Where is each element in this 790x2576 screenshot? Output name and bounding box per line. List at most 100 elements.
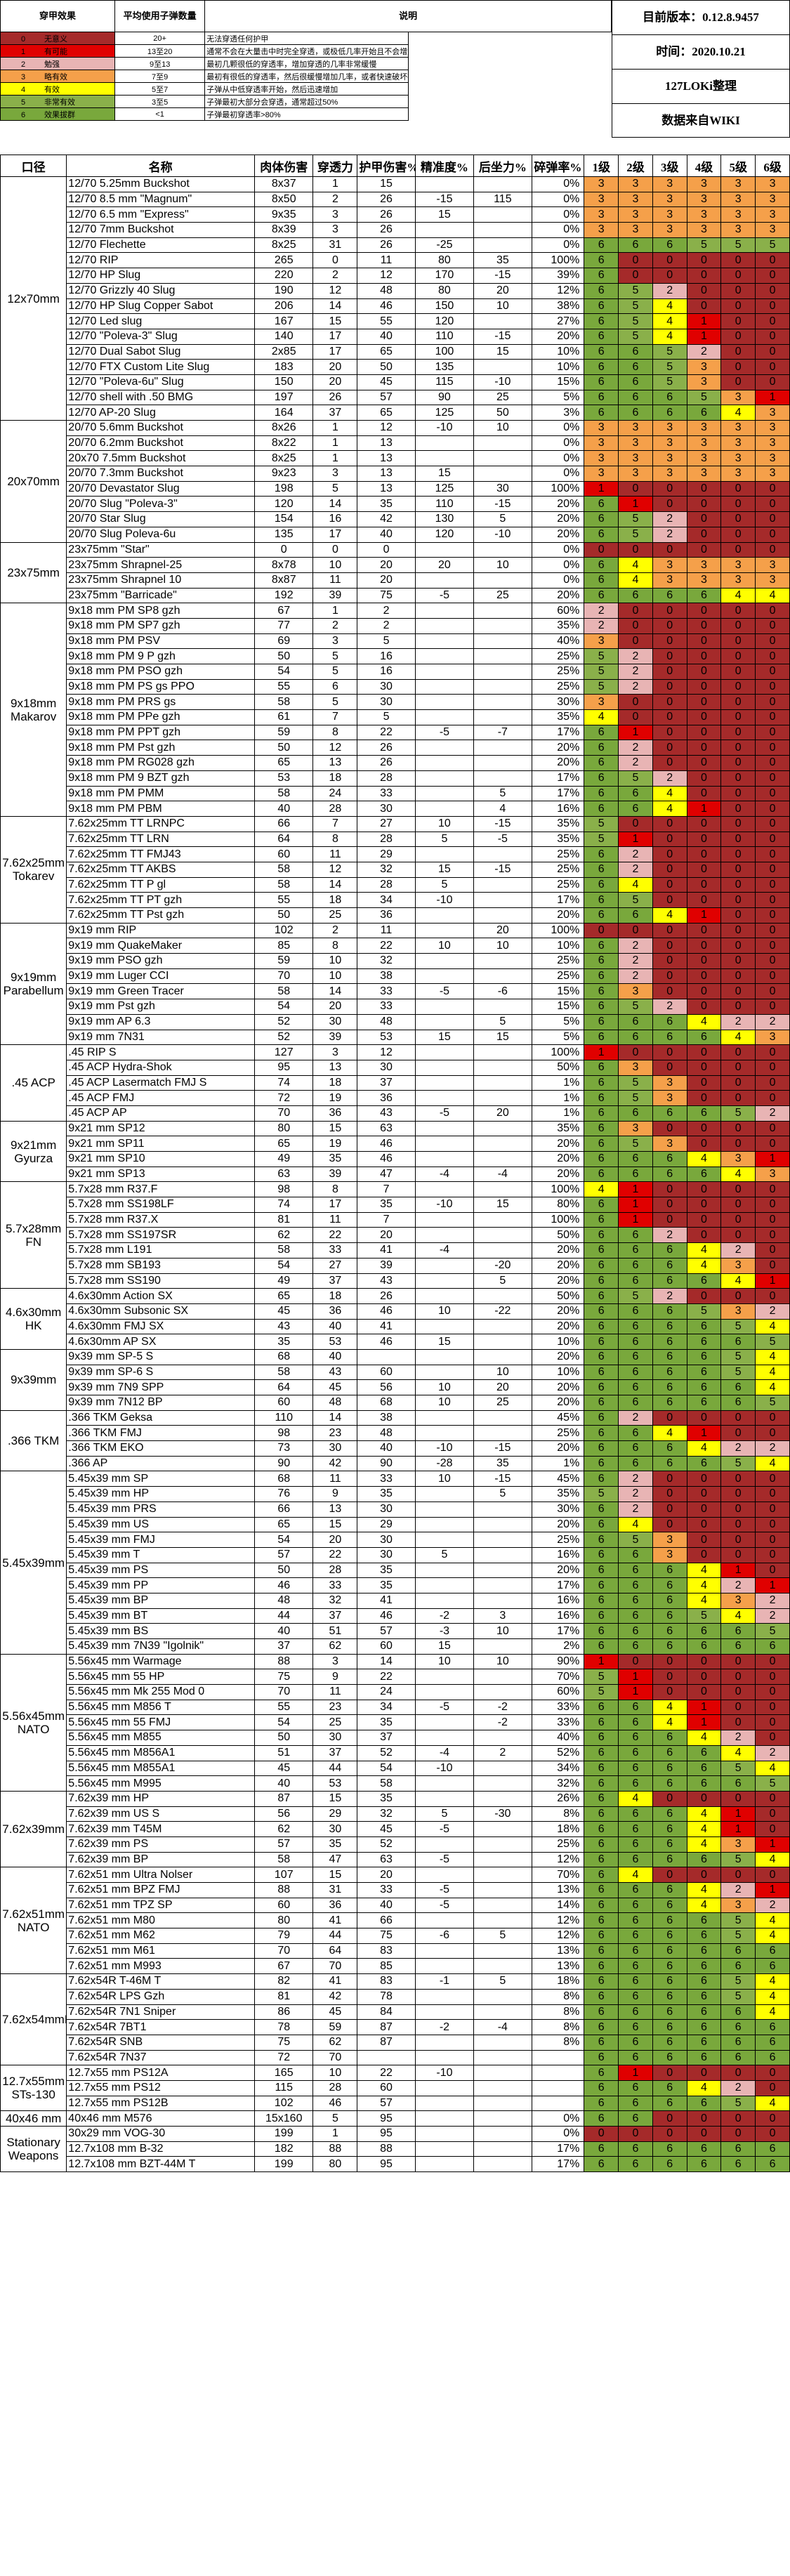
armor-class-2-rating: 5 — [618, 1090, 653, 1106]
penetration: 37 — [312, 405, 358, 421]
armor-class-3-rating: 3 — [652, 206, 687, 223]
accuracy — [414, 1318, 475, 1335]
armor-class-1-rating: 6 — [584, 1988, 619, 2005]
armor-damage: 42 — [357, 511, 416, 527]
armor-class-1-rating: 6 — [584, 1136, 619, 1152]
armor-class-2-rating: 5 — [618, 999, 653, 1015]
armor-class-2-rating: 6 — [618, 1943, 653, 1959]
armor-class-4-rating: 6 — [686, 2034, 722, 2051]
armor-damage — [357, 1348, 416, 1365]
armor-class-4-rating: 0 — [686, 922, 722, 939]
armor-class-5-rating: 1 — [720, 1562, 756, 1579]
armor-class-3-rating: 0 — [652, 617, 687, 634]
column-header: 护甲伤害% — [357, 155, 416, 177]
penetration: 0 — [312, 252, 358, 269]
ammo-name: 7.62x25mm TT Pst gzh — [66, 907, 256, 924]
recoil — [473, 648, 532, 664]
frag-chance: 25% — [531, 1836, 585, 1853]
armor-class-4-rating: 0 — [686, 999, 722, 1015]
armor-class-1-rating: 6 — [584, 2065, 619, 2081]
frag-chance: 25% — [531, 968, 585, 985]
armor-class-2-rating: 4 — [618, 1790, 653, 1807]
penetration: 3 — [312, 1044, 358, 1060]
armor-class-1-rating: 6 — [584, 1059, 619, 1076]
penetration: 1 — [312, 2126, 358, 2142]
armor-class-5-rating: 6 — [720, 2019, 756, 2035]
armor-damage: 32 — [357, 953, 416, 969]
frag-chance: 13% — [531, 1882, 585, 1898]
armor-damage: 45 — [357, 374, 416, 390]
armor-class-3-rating: 3 — [652, 420, 687, 436]
ammo-row: 7.62x25mm TT LRN 64 8 28 5 -5 35% 5 1 0 0 0 0 — [1, 831, 790, 848]
caliber-cell: 12x70mm — [0, 176, 67, 421]
flesh-damage: 58 — [254, 1242, 314, 1259]
frag-chance: 32% — [531, 1775, 585, 1792]
ammo-row: 7.62x25mm TT AKBS 58 12 32 15 -15 25% 6 2 0 0 0 0 — [1, 861, 790, 878]
ammo-name: 12/70 8.5 mm "Magnum" — [66, 191, 256, 208]
frag-chance: 0% — [531, 2126, 585, 2142]
recoil — [473, 1334, 532, 1350]
armor-class-2-rating: 3 — [618, 450, 653, 467]
recoil: 10 — [473, 557, 532, 573]
armor-class-4-rating: 4 — [686, 2079, 722, 2096]
armor-class-3-rating: 2 — [652, 526, 687, 543]
armor-damage: 30 — [357, 1501, 416, 1518]
armor-class-1-rating: 6 — [584, 861, 619, 878]
armor-class-4-rating: 3 — [686, 191, 722, 208]
armor-damage: 46 — [357, 1334, 416, 1350]
ammo-row: 12/70 "Poleva-6u" Slug 150 20 45 115 -10 15% 6 6… — [1, 374, 790, 390]
accuracy — [414, 1486, 475, 1502]
legend-level: 3 略有效 — [0, 70, 116, 83]
armor-class-6-rating: 4 — [755, 1379, 790, 1395]
recoil: 5 — [473, 511, 532, 527]
frag-chance: 39% — [531, 268, 585, 284]
armor-class-6-rating: 1 — [755, 1836, 790, 1853]
armor-class-5-rating: 2 — [720, 1013, 756, 1030]
accuracy: -10 — [414, 2065, 475, 2081]
armor-class-5-rating: 4 — [720, 1166, 756, 1183]
armor-class-4-rating: 6 — [686, 1988, 722, 2005]
frag-chance: 16% — [531, 1546, 585, 1563]
flesh-damage: 115 — [254, 2079, 314, 2096]
armor-class-2-rating: 1 — [618, 1197, 653, 1213]
armor-class-1-rating: 6 — [584, 496, 619, 513]
armor-damage: 95 — [357, 2126, 416, 2142]
armor-class-3-rating: 6 — [652, 1882, 687, 1898]
ammo-row: 5.7x28 mm SS198LF 74 17 35 -10 15 80% 6 1 0 0 0 0 — [1, 1197, 790, 1213]
accuracy: -5 — [414, 587, 475, 604]
armor-class-6-rating: 0 — [755, 1653, 790, 1670]
armor-class-1-rating: 6 — [584, 1029, 619, 1046]
accuracy: -5 — [414, 1851, 475, 1868]
ammo-name: 5.56x45 mm Mk 255 Mod 0 — [66, 1684, 256, 1700]
flesh-damage: 44 — [254, 1608, 314, 1624]
frag-chance: 100% — [531, 1211, 585, 1228]
armor-class-3-rating: 3 — [652, 1075, 687, 1091]
recoil — [473, 1897, 532, 1914]
recoil: 3 — [473, 1608, 532, 1624]
ammo-name: 9x19 mm Green Tracer — [66, 983, 256, 1000]
penetration: 47 — [312, 1851, 358, 1868]
armor-class-2-rating: 6 — [618, 1730, 653, 1746]
accuracy — [414, 1730, 475, 1746]
armor-class-6-rating: 0 — [755, 496, 790, 513]
frag-chance: 0% — [531, 176, 585, 192]
armor-class-6-rating: 6 — [755, 2034, 790, 2051]
frag-chance: 0% — [531, 435, 585, 452]
accuracy: 15 — [414, 1029, 475, 1046]
flesh-damage: 50 — [254, 740, 314, 756]
armor-class-2-rating: 6 — [618, 405, 653, 421]
flesh-damage: 164 — [254, 405, 314, 421]
ammo-name: 5.45x39 mm PRS — [66, 1501, 256, 1518]
frag-chance: 20% — [531, 1395, 585, 1411]
accuracy — [414, 2004, 475, 2020]
armor-class-6-rating: 0 — [755, 1242, 790, 1259]
armor-class-3-rating: 0 — [652, 846, 687, 862]
armor-class-4-rating: 0 — [686, 953, 722, 969]
flesh-damage: 90 — [254, 1455, 314, 1472]
armor-class-5-rating: 6 — [720, 2156, 756, 2173]
armor-class-2-rating: 2 — [618, 953, 653, 969]
armor-damage: 30 — [357, 1532, 416, 1548]
armor-damage: 90 — [357, 1455, 416, 1472]
recoil — [473, 968, 532, 985]
armor-class-1-rating: 3 — [584, 206, 619, 223]
